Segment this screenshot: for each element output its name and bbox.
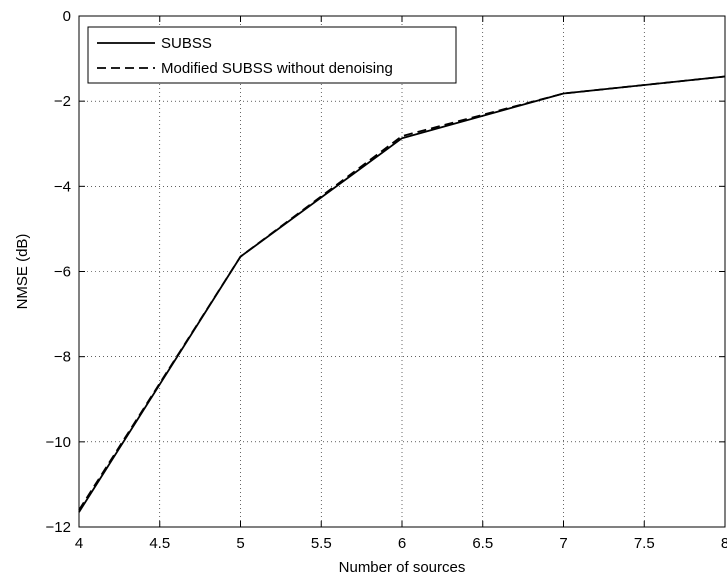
legend-label-modified-subss: Modified SUBSS without denoising	[161, 60, 393, 77]
y-tick-label: −8	[54, 349, 71, 366]
x-tick-label: 6	[398, 535, 406, 552]
x-tick-label: 8	[721, 535, 727, 552]
y-tick-label: −2	[54, 93, 71, 110]
y-tick-label: −6	[54, 264, 71, 281]
axis-ticks: 4 4.5 5 5.5 6 6.5 7 7.5 8 −12 −10 −8 −6 −4 −2 0	[46, 8, 727, 552]
x-tick-label: 4.5	[149, 535, 170, 552]
y-tick-label: −10	[46, 434, 71, 451]
y-axis-label: NMSE (dB)	[14, 234, 31, 310]
y-tick-label: −12	[46, 519, 71, 536]
series-line-modified-subss	[78, 75, 726, 511]
x-tick-label: 5.5	[311, 535, 332, 552]
series-line-subss	[78, 75, 726, 513]
x-tick-label: 6.5	[472, 535, 493, 552]
x-axis-label: Number of sources	[339, 559, 466, 575]
legend-label-subss: SUBSS	[161, 35, 212, 52]
legend-box	[87, 26, 457, 84]
x-tick-label: 7	[559, 535, 567, 552]
x-tick-label: 7.5	[634, 535, 655, 552]
series-lines	[78, 75, 726, 513]
x-tick-label: 4	[75, 535, 83, 552]
x-tick-label: 5	[236, 535, 244, 552]
y-tick-label: 0	[63, 8, 71, 25]
y-tick-label: −4	[54, 178, 71, 195]
legend: SUBSS Modified SUBSS without denoising	[87, 26, 457, 84]
grid-lines	[79, 16, 725, 527]
